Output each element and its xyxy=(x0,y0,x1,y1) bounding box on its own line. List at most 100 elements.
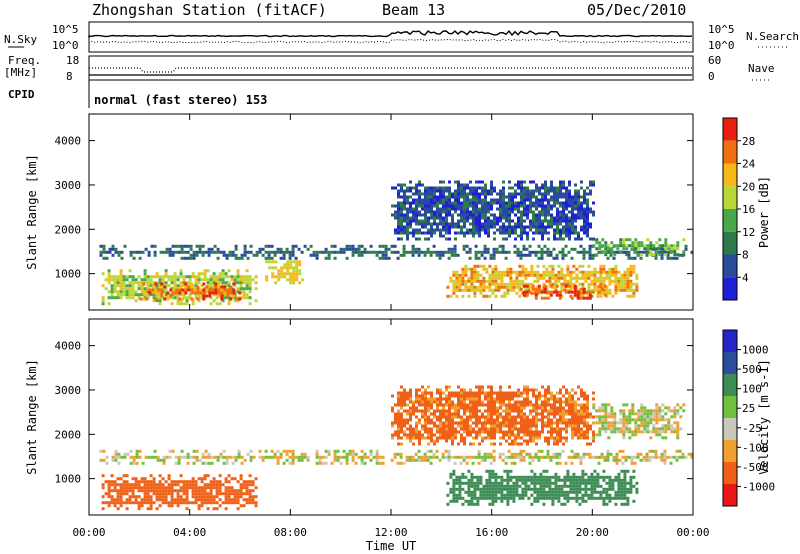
scatter-cell xyxy=(213,250,217,254)
scatter-cell xyxy=(292,281,296,285)
scatter-cell xyxy=(558,250,562,254)
scatter-cell xyxy=(502,225,505,229)
scatter-cell xyxy=(532,204,535,208)
scatter-cell xyxy=(286,278,290,282)
scatter-cell xyxy=(171,250,175,254)
scatter-cell xyxy=(218,498,222,502)
scatter-cell xyxy=(669,455,673,459)
scatter-cell xyxy=(215,296,219,300)
scatter-cell xyxy=(553,427,556,431)
scatter-cell xyxy=(463,219,466,223)
scatter-cell xyxy=(192,253,196,257)
scatter-cell xyxy=(563,502,567,506)
scatter-cell xyxy=(173,501,177,505)
scatter-cell xyxy=(580,436,583,440)
scatter-cell xyxy=(494,481,498,485)
scatter-cell xyxy=(484,228,487,232)
scatter-cell xyxy=(493,198,496,202)
scatter-cell xyxy=(463,201,466,205)
scatter-cell xyxy=(421,397,424,401)
scatter-cell xyxy=(626,469,630,473)
scatter-cell xyxy=(451,400,454,404)
scatter-cell xyxy=(137,489,141,493)
scatter-cell xyxy=(513,455,517,459)
scatter-cell xyxy=(498,244,502,248)
scatter-cell xyxy=(562,219,565,223)
scatter-cell xyxy=(265,275,269,279)
scatter-cell xyxy=(173,293,177,297)
scatter-cell xyxy=(418,394,421,398)
scatter-cell xyxy=(525,452,529,456)
scatter-cell xyxy=(586,222,589,226)
scatter-cell xyxy=(439,186,442,190)
scatter-cell xyxy=(584,481,588,485)
scatter-cell xyxy=(206,492,210,496)
scatter-cell xyxy=(421,183,424,187)
scatter-cell xyxy=(141,461,145,465)
scatter-cell xyxy=(442,195,445,199)
scatter-cell xyxy=(224,275,228,279)
scatter-cell xyxy=(553,201,556,205)
scatter-cell xyxy=(418,210,421,214)
scatter-cell xyxy=(436,430,439,434)
scatter-cell xyxy=(488,285,492,289)
scatter-cell xyxy=(478,228,481,232)
scatter-cell xyxy=(478,430,481,434)
scatter-cell xyxy=(499,400,502,404)
scatter-cell xyxy=(543,296,547,300)
scatter-cell xyxy=(568,418,571,422)
scatter-cell xyxy=(200,296,204,300)
scatter-cell xyxy=(508,418,511,422)
scatter-cell xyxy=(574,219,577,223)
scatter-cell xyxy=(454,210,457,214)
scatter-cell xyxy=(426,247,430,251)
scatter-cell xyxy=(254,504,258,508)
scatter-cell xyxy=(412,442,415,446)
scatter-cell xyxy=(209,302,213,306)
scatter-cell xyxy=(586,436,589,440)
scatter-cell xyxy=(128,498,132,502)
scatter-cell xyxy=(421,436,424,440)
scatter-cell xyxy=(533,475,537,479)
scatter-cell xyxy=(563,496,567,500)
scatter-cell xyxy=(454,412,457,416)
scatter-cell xyxy=(509,267,513,271)
scatter-cell xyxy=(190,288,194,292)
scatter-cell xyxy=(583,219,586,223)
scatter-cell xyxy=(541,421,544,425)
scatter-cell xyxy=(515,273,519,277)
scatter-cell xyxy=(628,418,632,422)
scatter-cell xyxy=(191,486,195,490)
scatter-cell xyxy=(191,489,195,493)
scatter-cell xyxy=(619,418,623,422)
scatter-cell xyxy=(391,186,394,190)
scatter-cell xyxy=(517,412,520,416)
scatter-cell xyxy=(168,449,172,453)
scatter-cell xyxy=(639,250,643,254)
scatter-cell xyxy=(500,279,504,283)
scatter-cell xyxy=(588,452,592,456)
scatter-cell xyxy=(601,403,605,407)
scatter-cell xyxy=(298,272,302,276)
scatter-cell xyxy=(339,455,343,459)
scatter-cell xyxy=(533,490,537,494)
scatter-cell xyxy=(406,231,409,235)
scatter-cell xyxy=(233,278,237,282)
scatter-cell xyxy=(549,253,553,257)
scatter-cell xyxy=(535,412,538,416)
scatter-cell xyxy=(381,253,385,257)
scatter-cell xyxy=(463,234,466,238)
scatter-cell xyxy=(493,436,496,440)
scatter-cell xyxy=(501,250,505,254)
scatter-cell xyxy=(448,418,451,422)
scatter-cell xyxy=(488,294,492,298)
scatter-cell xyxy=(624,455,628,459)
scatter-cell xyxy=(535,216,538,220)
scatter-cell xyxy=(122,287,126,291)
scatter-cell xyxy=(155,299,159,303)
scatter-cell xyxy=(119,278,123,282)
scatter-cell xyxy=(155,272,159,276)
scatter-cell xyxy=(568,403,571,407)
scatter-cell xyxy=(397,228,400,232)
scatter-cell xyxy=(378,461,382,465)
